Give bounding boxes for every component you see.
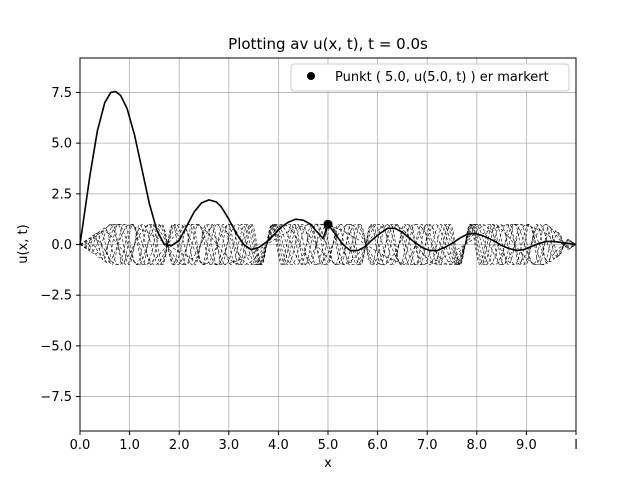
y-axis-label: u(x, t) (16, 224, 31, 263)
x-axis-label: x (324, 456, 332, 471)
y-tick-label: −2.5 (40, 289, 72, 304)
y-tick-label: 7.5 (51, 86, 72, 101)
x-tick-label: 6.0 (367, 438, 388, 453)
y-tick-label: 5.0 (51, 137, 72, 152)
legend: Punkt ( 5.0, u(5.0, t) ) er markert (290, 63, 570, 92)
x-tick-label: l (574, 438, 578, 453)
x-tick-label: 7.0 (417, 438, 438, 453)
y-tick-label: 2.5 (51, 187, 72, 202)
x-tick-label: 2.0 (169, 438, 190, 453)
x-tick-label: 0.0 (70, 438, 91, 453)
main-series-line (79, 90, 577, 252)
marked-point (323, 219, 333, 229)
y-ticks: 7.5 5.0 2.5 0.0 −2.5 −5.0 −7.5 (40, 86, 80, 405)
basis-mode-line (79, 224, 577, 265)
legend-marker (307, 72, 315, 80)
basis-mode-line (79, 223, 577, 266)
legend-box (290, 63, 570, 92)
basis-mode-line (79, 223, 577, 266)
x-tick-label: 9.0 (516, 438, 537, 453)
x-tick-label: 5.0 (318, 438, 339, 453)
x-tick-label: 3.0 (218, 438, 239, 453)
y-tick-label: −7.5 (40, 390, 72, 405)
x-ticks: 0.0 1.0 2.0 3.0 4.0 5.0 6.0 7.0 8.0 9.0 l (70, 431, 578, 453)
basis-mode-line (79, 223, 577, 266)
legend-label: Punkt ( 5.0, u(5.0, t) ) er markert (335, 70, 549, 85)
chart-title: Plotting av u(x, t), t = 0.0s (228, 35, 428, 53)
x-tick-label: 4.0 (268, 438, 289, 453)
y-tick-label: 0.0 (51, 238, 72, 253)
x-tick-label: 8.0 (466, 438, 487, 453)
x-tick-label: 1.0 (119, 438, 140, 453)
y-tick-label: −5.0 (40, 339, 72, 354)
